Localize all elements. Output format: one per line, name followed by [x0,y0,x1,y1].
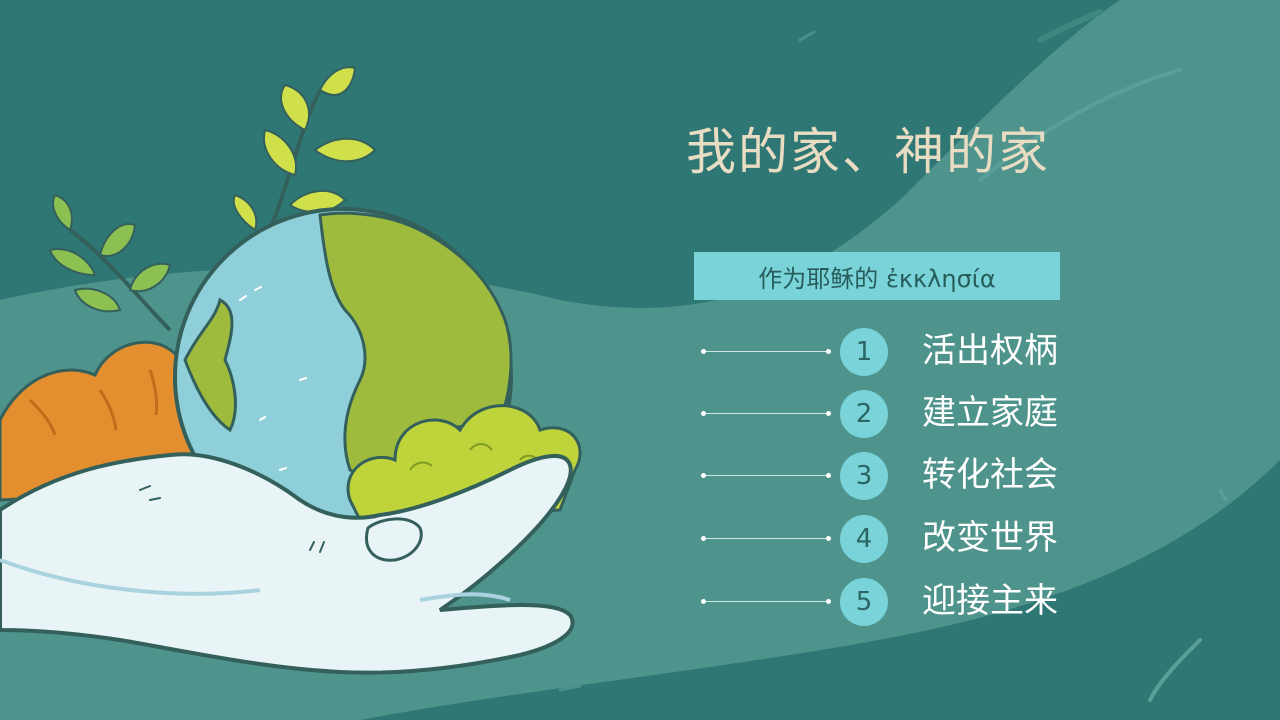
connector-dot [826,349,831,354]
connector-line [704,538,828,539]
connector-dot [826,473,831,478]
connector-line [704,601,828,602]
hand-holding-globe-icon [0,66,582,675]
brush-stroke [798,30,816,42]
item-label: 活出权柄 [922,331,1058,371]
item-label: 迎接主来 [922,581,1058,621]
background-wave-lower [360,460,1280,720]
brush-stroke [978,68,1182,182]
connector-line [704,413,828,414]
connector-dot [826,599,831,604]
item-label: 建立家庭 [922,393,1058,433]
brush-stroke [558,684,582,692]
list-item: 5 迎接主来 [700,577,1080,627]
list-item: 1 活出权柄 [700,327,1080,377]
item-number-badge: 2 [840,390,888,438]
item-label: 改变世界 [922,518,1058,558]
connector-dot [701,536,706,541]
item-number-badge: 5 [840,578,888,626]
hand-icon [0,452,575,675]
item-number-badge: 4 [840,515,888,563]
list-item: 3 转化社会 [700,451,1080,501]
connector-dot [701,411,706,416]
connector-dot [826,411,831,416]
brush-stroke [1037,9,1103,43]
slide-title: 我的家、神的家 [686,123,1050,181]
item-label: 转化社会 [922,455,1058,495]
connector-line [704,475,828,476]
leaf-icon [48,66,377,332]
brush-stroke [1148,638,1202,702]
item-number-badge: 3 [840,452,888,500]
connector-dot [826,536,831,541]
subtitle-banner: 作为耶稣的 ἐκκλησία [694,252,1060,300]
list-item: 4 改变世界 [700,514,1080,564]
connector-line [704,351,828,352]
brush-stroke [1218,488,1228,502]
item-number-badge: 1 [840,328,888,376]
connector-dot [701,599,706,604]
connector-dot [701,349,706,354]
subtitle-text: 作为耶稣的 ἐκκλησία [758,264,996,293]
connector-dot [701,473,706,478]
list-item: 2 建立家庭 [700,389,1080,439]
